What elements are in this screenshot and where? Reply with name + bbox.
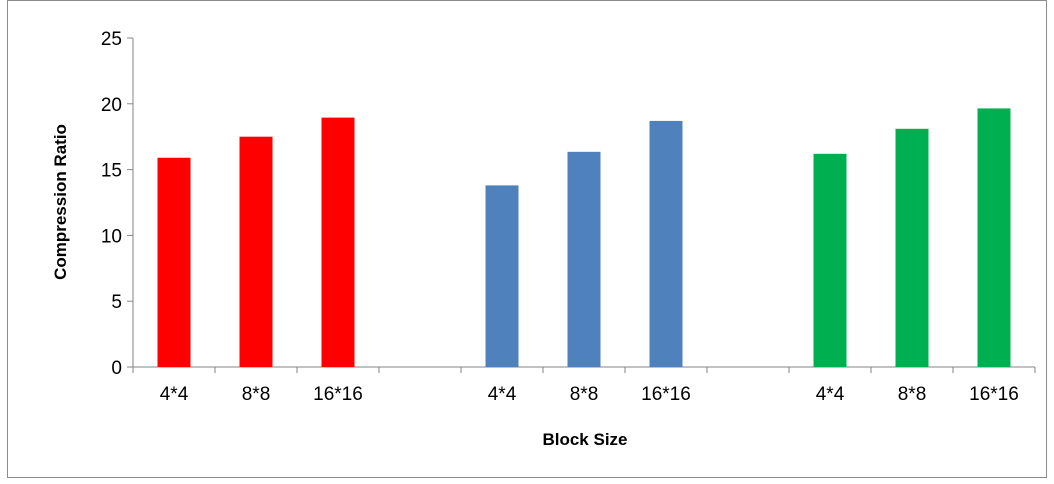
bar (239, 136, 273, 367)
y-tick-label: 0 (111, 358, 122, 379)
bar (649, 120, 683, 368)
bar (485, 185, 519, 367)
bar (157, 157, 191, 367)
x-tick-label: 16*16 (641, 384, 691, 405)
x-tick-label: 16*16 (313, 384, 363, 405)
x-tick-label: 16*16 (969, 384, 1019, 405)
bar (895, 128, 929, 367)
y-tick-label: 25 (101, 29, 122, 50)
x-tick-label: 4*4 (816, 384, 845, 405)
bar (321, 117, 355, 367)
x-tick-labels: 4*4 8*8 16*16 4*4 8*8 16*16 4*4 8*8 16*16 (160, 384, 1019, 405)
y-tick-label: 5 (111, 292, 122, 313)
x-tick-label: 8*8 (898, 384, 927, 405)
y-tick-label: 15 (101, 161, 122, 182)
y-axis-title: Compression Ratio (51, 124, 70, 280)
bar (567, 151, 601, 367)
y-tick-labels: 0 5 10 15 20 25 (101, 29, 122, 379)
y-tick-label: 20 (101, 95, 122, 116)
y-tick-label: 10 (101, 226, 122, 247)
bars (157, 108, 1011, 368)
x-tick-label: 8*8 (570, 384, 599, 405)
x-axis-title: Block Size (542, 430, 627, 449)
x-tick-label: 4*4 (488, 384, 517, 405)
bar (977, 108, 1011, 367)
bar (813, 153, 847, 367)
x-tick-label: 8*8 (242, 384, 271, 405)
x-tick-label: 4*4 (160, 384, 189, 405)
